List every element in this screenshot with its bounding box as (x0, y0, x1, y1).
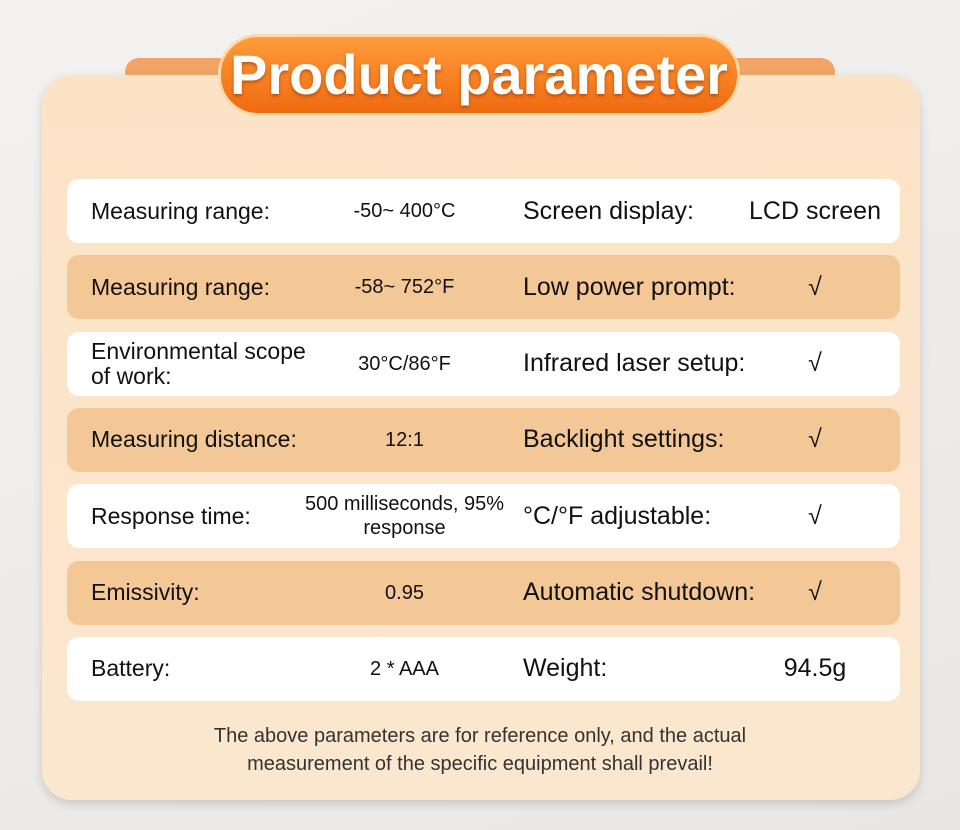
feature-name: Screen display: (523, 196, 694, 225)
table-row: Measuring distance: 12:1 Backlight setting… (67, 407, 900, 472)
table-row: Measuring range: -58~ 752°F Low power prom… (67, 255, 900, 320)
param-value: 500 milliseconds, 95% response (305, 493, 504, 540)
param-value: 2 * AAA (370, 657, 439, 680)
feature-name: Low power prompt: (523, 272, 736, 301)
table-row: Environmental scope of work: 30°C/86°F Inf… (67, 331, 900, 396)
feature-value: √ (808, 349, 822, 378)
param-name: Measuring distance: (91, 426, 297, 453)
feature-name: Infrared laser setup: (523, 349, 746, 378)
feature-value: √ (808, 578, 822, 606)
param-name: Response time: (91, 502, 251, 529)
table-row: Emissivity: 0.95 Automatic shutdown: √ (67, 560, 900, 625)
param-name: Measuring range: (91, 273, 270, 300)
param-name: Battery: (91, 655, 171, 682)
feature-name: °C/°F adjustable: (523, 501, 712, 530)
feature-value: LCD screen (749, 196, 881, 225)
feature-value: √ (808, 501, 822, 530)
table-row: Battery: 2 * AAA Weight: 94.5g (67, 636, 900, 701)
param-name: Measuring range: (91, 197, 270, 224)
param-value: 30°C/86°F (358, 352, 451, 375)
feature-value: √ (808, 425, 822, 454)
feature-name: Backlight settings: (523, 425, 725, 454)
table-row: Measuring range: -50~ 400°C Screen display… (67, 179, 900, 243)
feature-value: √ (808, 272, 822, 301)
param-value: 12:1 (385, 428, 424, 451)
param-value: -50~ 400°C (353, 200, 456, 222)
table-row: Response time: 500 milliseconds, 95% resp… (67, 484, 900, 549)
feature-name: Weight: (523, 654, 608, 683)
footer-note: The above parameters are for reference o… (213, 725, 747, 775)
feature-value: 94.5g (783, 654, 847, 683)
param-name: Environmental scope of work: (91, 337, 306, 389)
feature-name: Automatic shutdown: (523, 578, 756, 606)
param-value: -58~ 752°F (354, 276, 455, 299)
param-name: Emissivity: (91, 579, 200, 605)
title: Product parameter (218, 34, 740, 116)
param-value: 0.95 (385, 581, 424, 604)
